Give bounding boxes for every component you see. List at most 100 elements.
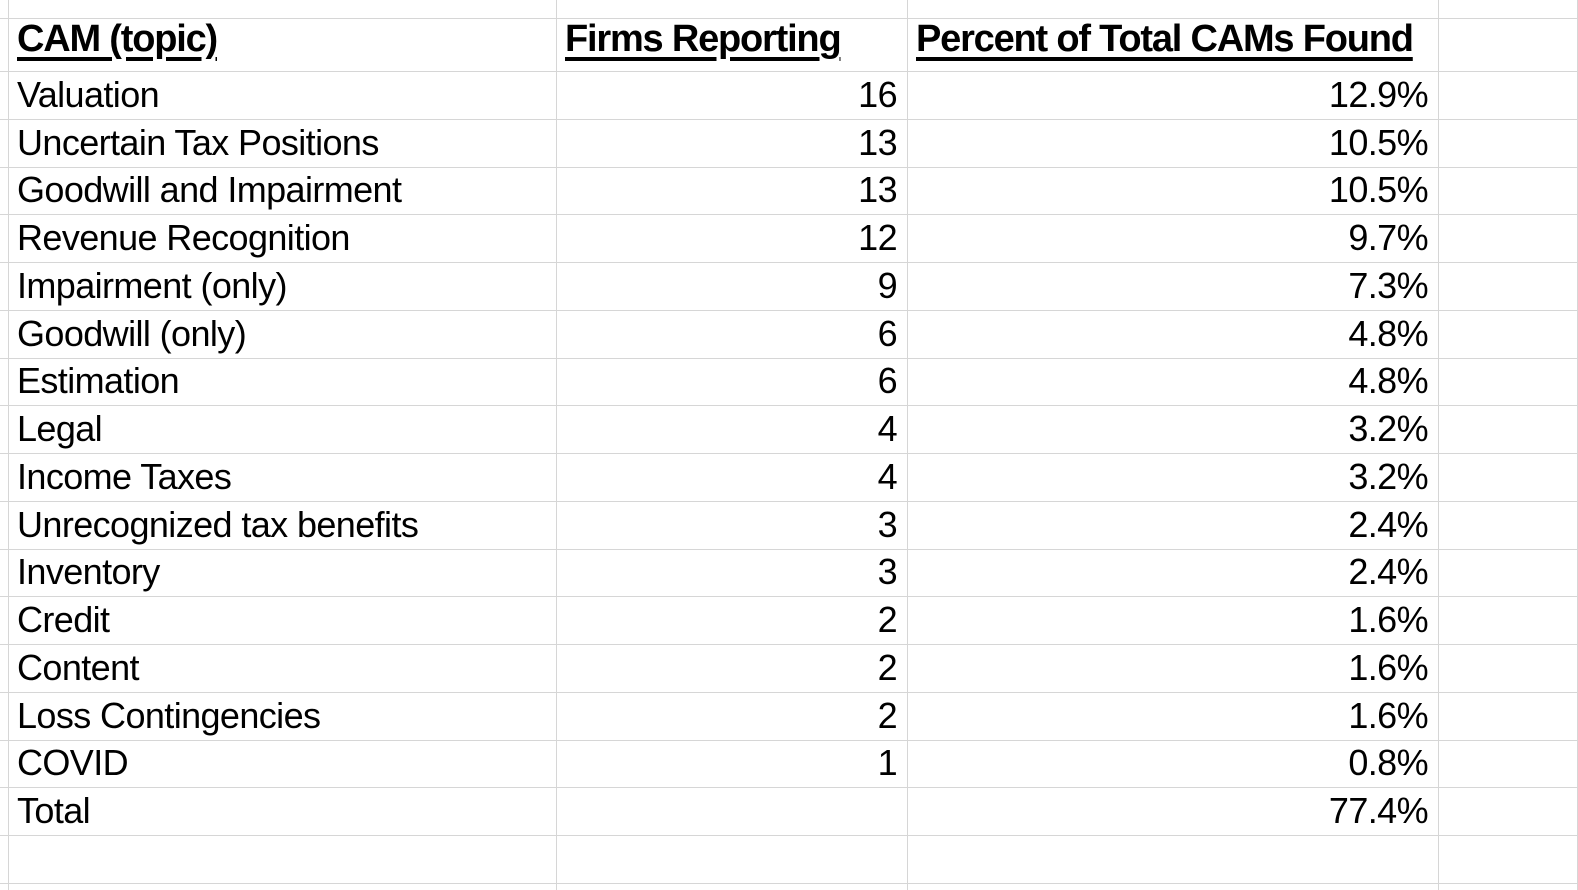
topic-label: Income Taxes xyxy=(17,455,232,497)
topic-cell[interactable]: COVID xyxy=(9,740,557,789)
percent-cell[interactable]: 3.2% xyxy=(908,406,1439,454)
gridline-spacer-cell xyxy=(0,692,9,741)
gridline-spacer-cell xyxy=(0,215,9,263)
topic-cell[interactable]: Income Taxes xyxy=(9,454,557,502)
empty-cell[interactable] xyxy=(1439,501,1578,550)
topic-cell[interactable]: Unrecognized tax benefits xyxy=(9,501,557,550)
empty-cell[interactable] xyxy=(1439,358,1578,407)
gridline-spacer-cell xyxy=(0,740,9,789)
topic-cell[interactable]: Credit xyxy=(9,597,557,645)
firms-cell[interactable]: 6 xyxy=(557,310,908,359)
table-row: Loss Contingencies 2 1.6% xyxy=(0,692,1578,741)
percent-value: 0.8% xyxy=(1348,742,1428,784)
firms-cell[interactable]: 2 xyxy=(557,645,908,693)
topic-cell[interactable]: Content xyxy=(9,645,557,693)
firms-cell[interactable]: 6 xyxy=(557,358,908,407)
percent-cell[interactable]: 3.2% xyxy=(908,454,1439,502)
empty-cell xyxy=(908,884,1439,890)
percent-cell[interactable]: 1.6% xyxy=(908,645,1439,693)
column-header-firms-reporting[interactable]: Firms Reporting xyxy=(557,19,908,72)
percent-cell[interactable]: 7.3% xyxy=(908,263,1439,311)
firms-cell[interactable]: 3 xyxy=(557,549,908,598)
firms-cell[interactable]: 2 xyxy=(557,597,908,645)
gridline-spacer-cell xyxy=(0,72,9,120)
topic-cell[interactable]: Total xyxy=(9,788,557,836)
percent-value: 7.3% xyxy=(1348,264,1428,306)
empty-cell[interactable] xyxy=(1439,788,1578,836)
topic-cell[interactable]: Inventory xyxy=(9,549,557,598)
empty-cell[interactable] xyxy=(1439,0,1578,19)
percent-value: 12.9% xyxy=(1328,73,1429,115)
firms-cell[interactable]: 12 xyxy=(557,215,908,263)
empty-cell[interactable] xyxy=(1439,597,1578,645)
empty-cell xyxy=(557,884,908,890)
firms-cell[interactable]: 4 xyxy=(557,406,908,454)
empty-cell[interactable] xyxy=(1439,549,1578,598)
empty-cell[interactable] xyxy=(1439,215,1578,263)
empty-cell[interactable] xyxy=(1439,740,1578,789)
empty-cell[interactable] xyxy=(1439,692,1578,741)
empty-cell[interactable] xyxy=(1439,406,1578,454)
percent-value: 9.7% xyxy=(1348,217,1428,259)
table-row: Estimation 6 4.8% xyxy=(0,358,1578,407)
firms-cell[interactable]: 2 xyxy=(557,692,908,741)
percent-cell[interactable]: 4.8% xyxy=(908,358,1439,407)
empty-cell[interactable] xyxy=(1439,836,1578,884)
empty-cell[interactable] xyxy=(1439,72,1578,120)
topic-label: Estimation xyxy=(17,360,180,402)
percent-cell[interactable]: 10.5% xyxy=(908,119,1439,168)
empty-cell[interactable] xyxy=(9,836,557,884)
empty-cell[interactable] xyxy=(557,0,908,19)
gridline-spacer-cell xyxy=(0,0,9,19)
gridline-spacer-cell xyxy=(0,884,9,890)
column-header-percent-of-total[interactable]: Percent of Total CAMs Found xyxy=(908,19,1439,72)
percent-cell[interactable]: 1.6% xyxy=(908,597,1439,645)
firms-cell[interactable]: 1 xyxy=(557,740,908,789)
percent-cell[interactable]: 12.9% xyxy=(908,72,1439,120)
percent-cell[interactable]: 77.4% xyxy=(908,788,1439,836)
firms-cell[interactable]: 16 xyxy=(557,72,908,120)
empty-cell[interactable] xyxy=(908,0,1439,19)
topic-label: Valuation xyxy=(17,73,160,115)
gridline-spacer-cell xyxy=(0,167,9,216)
topic-cell[interactable]: Uncertain Tax Positions xyxy=(9,119,557,168)
percent-cell[interactable]: 0.8% xyxy=(908,740,1439,789)
empty-cell[interactable] xyxy=(908,836,1439,884)
percent-cell[interactable]: 10.5% xyxy=(908,167,1439,216)
empty-cell[interactable] xyxy=(1439,167,1578,216)
topic-cell[interactable]: Goodwill (only) xyxy=(9,310,557,359)
topic-cell[interactable]: Revenue Recognition xyxy=(9,215,557,263)
percent-cell[interactable]: 4.8% xyxy=(908,310,1439,359)
percent-cell[interactable]: 1.6% xyxy=(908,692,1439,741)
firms-cell[interactable]: 13 xyxy=(557,167,908,216)
empty-cell[interactable] xyxy=(1439,119,1578,168)
table-row: Inventory 3 2.4% xyxy=(0,549,1578,598)
percent-cell[interactable]: 2.4% xyxy=(908,501,1439,550)
table-row: Content 2 1.6% xyxy=(0,645,1578,693)
firms-cell[interactable]: 9 xyxy=(557,263,908,311)
topic-cell[interactable]: Goodwill and Impairment xyxy=(9,167,557,216)
empty-cell[interactable] xyxy=(1439,263,1578,311)
topic-cell[interactable]: Legal xyxy=(9,406,557,454)
empty-cell[interactable] xyxy=(557,836,908,884)
percent-cell[interactable]: 9.7% xyxy=(908,215,1439,263)
empty-cell[interactable] xyxy=(1439,19,1578,72)
gridline-spacer-cell xyxy=(0,597,9,645)
empty-cell[interactable] xyxy=(9,0,557,19)
topic-cell[interactable]: Estimation xyxy=(9,358,557,407)
topic-cell[interactable]: Valuation xyxy=(9,72,557,120)
firms-cell[interactable]: 3 xyxy=(557,501,908,550)
firms-cell[interactable]: 13 xyxy=(557,119,908,168)
empty-cell[interactable] xyxy=(1439,454,1578,502)
empty-cell[interactable] xyxy=(1439,645,1578,693)
percent-cell[interactable]: 2.4% xyxy=(908,549,1439,598)
column-header-cam-topic[interactable]: CAM (topic) xyxy=(9,19,557,72)
topic-cell[interactable]: Impairment (only) xyxy=(9,263,557,311)
firms-cell[interactable]: 4 xyxy=(557,454,908,502)
gridline-spacer-cell xyxy=(0,788,9,836)
firms-cell[interactable] xyxy=(557,788,908,836)
topic-label: Inventory xyxy=(17,551,160,593)
topic-cell[interactable]: Loss Contingencies xyxy=(9,692,557,741)
empty-cell[interactable] xyxy=(1439,310,1578,359)
